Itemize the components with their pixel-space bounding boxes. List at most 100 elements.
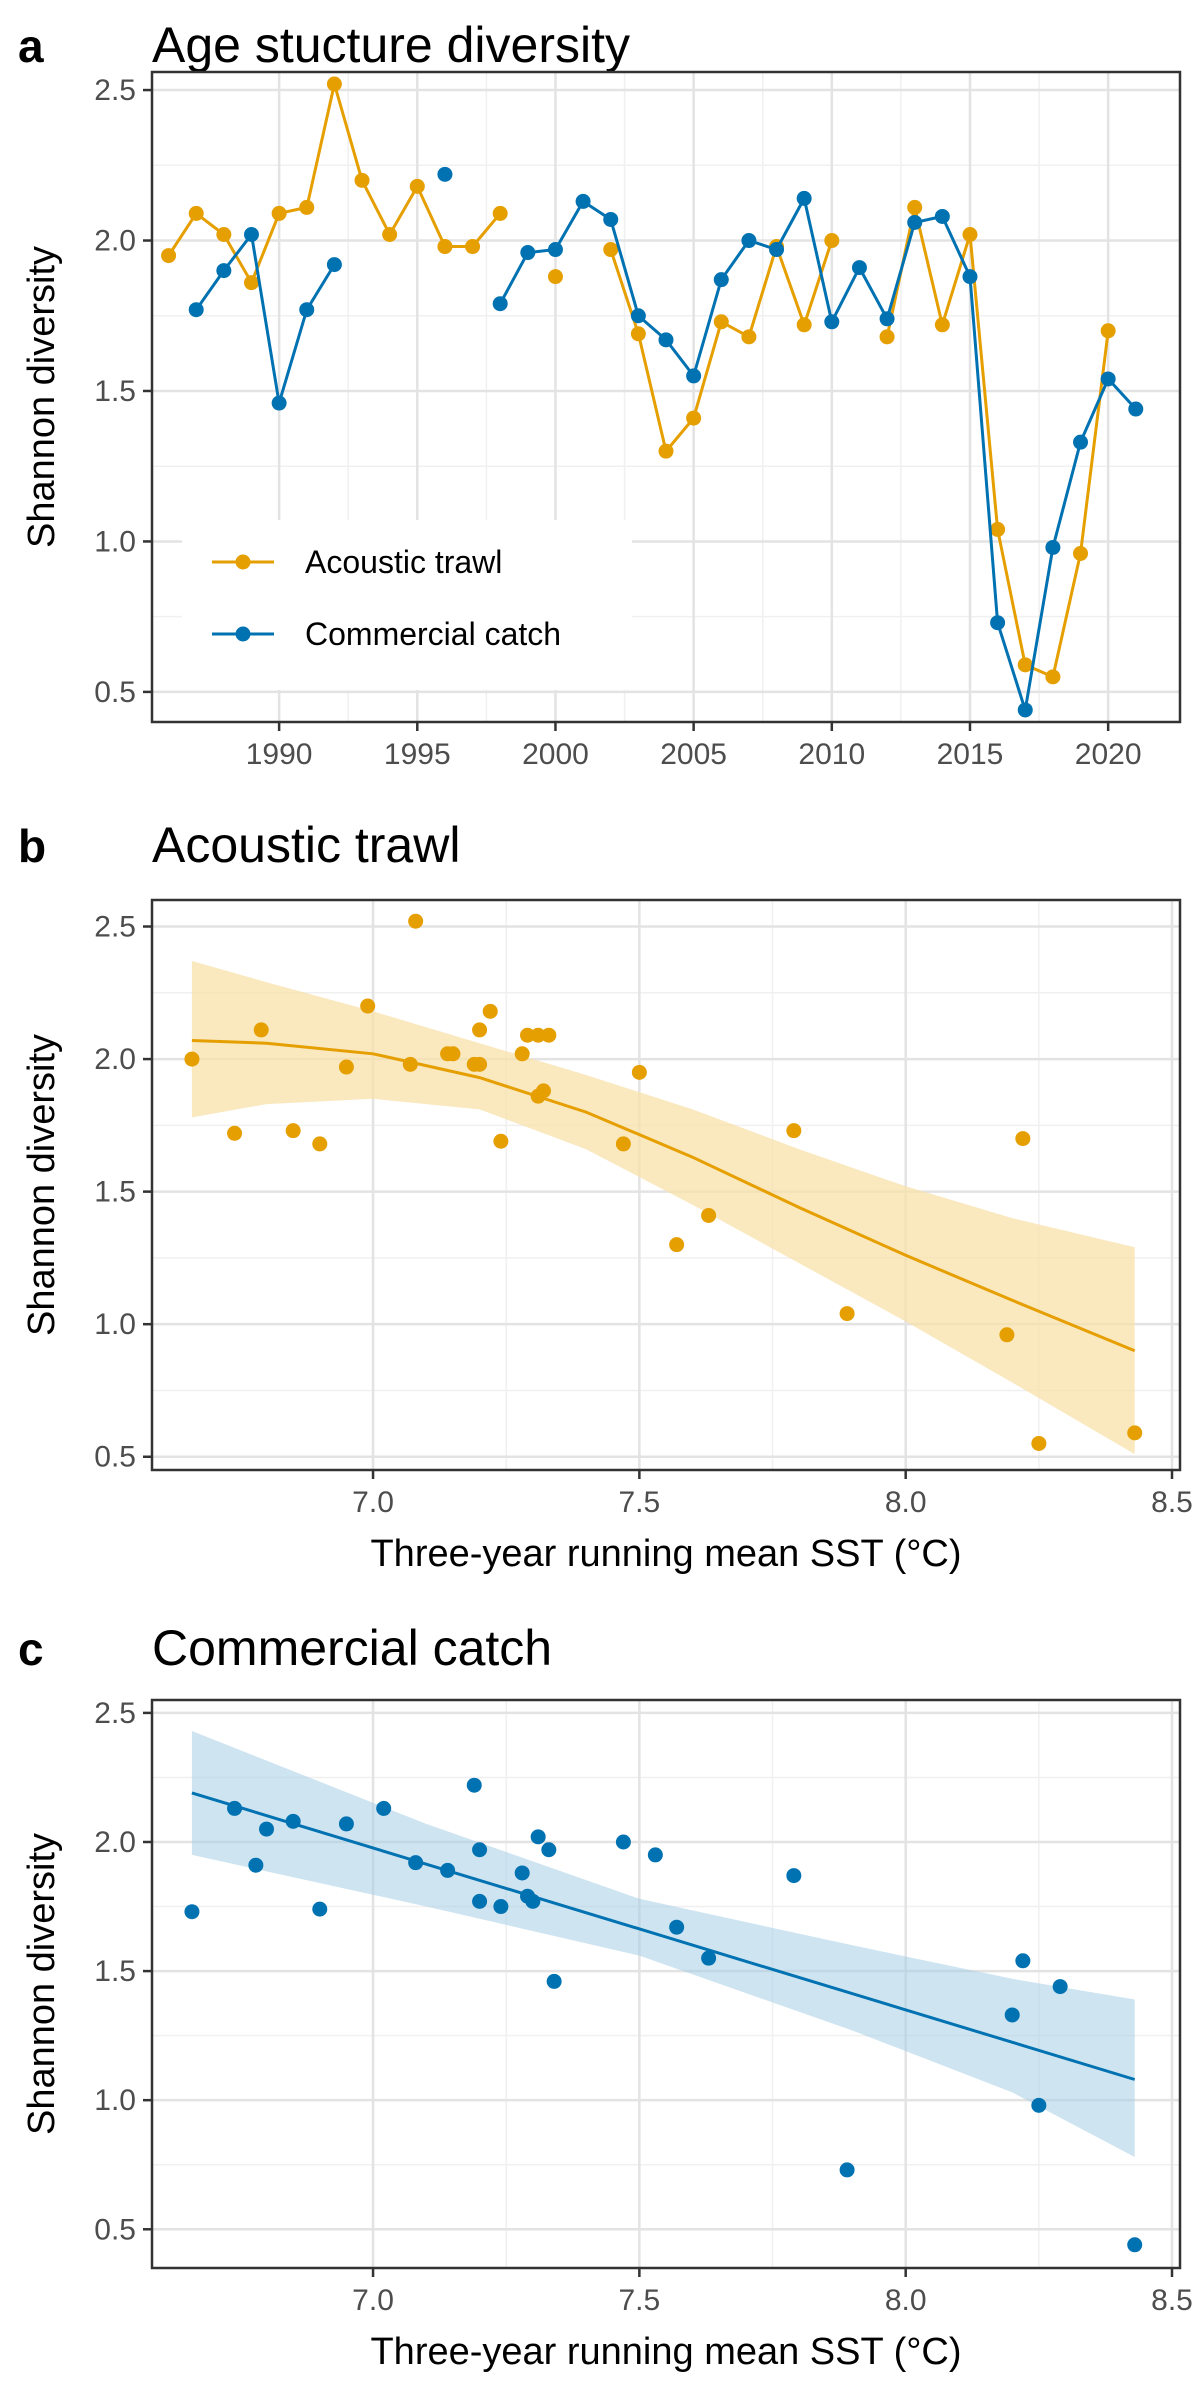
data-point <box>962 269 978 285</box>
data-point <box>1004 2007 1020 2023</box>
data-point <box>440 1862 456 1878</box>
data-point <box>541 1027 557 1043</box>
panel-a: a Age stucture diversity 0.5 1.0 1.5 2.0 2.5 19… <box>18 17 1182 771</box>
data-point <box>525 1893 541 1909</box>
x-tick-label: 8.5 <box>1151 2284 1193 2317</box>
y-tick-label: 2.5 <box>94 74 136 107</box>
x-tick-label: 7.0 <box>352 2284 394 2317</box>
data-point <box>934 317 950 333</box>
data-point <box>631 1064 647 1080</box>
data-point <box>285 1123 301 1139</box>
x-tick-label: 8.5 <box>1151 1486 1193 1519</box>
panel-letter: b <box>18 820 46 872</box>
y-tick-label: 0.5 <box>94 676 136 709</box>
data-point <box>161 248 177 264</box>
y-axis-title: Shannon diversity <box>21 246 63 548</box>
data-point <box>243 227 259 242</box>
data-point <box>243 275 259 291</box>
data-point <box>658 332 674 348</box>
panel-title: Acoustic trawl <box>152 817 460 873</box>
x-tick-label: 7.0 <box>352 1486 394 1519</box>
data-point <box>253 1022 269 1038</box>
data-point <box>493 1899 509 1915</box>
y-axis-title: Shannon diversity <box>21 1833 63 2135</box>
data-point <box>376 1800 392 1816</box>
y-axis: 0.5 1.0 1.5 2.0 2.5 <box>94 1697 152 2246</box>
data-point <box>216 263 232 279</box>
data-point <box>326 76 342 92</box>
data-point <box>1127 1425 1143 1441</box>
data-point <box>437 239 453 255</box>
data-point <box>472 1842 488 1858</box>
legend-box <box>182 520 632 690</box>
data-point <box>1073 434 1089 450</box>
legend-label: Acoustic trawl <box>305 544 502 580</box>
data-point <box>299 302 315 318</box>
data-point <box>1100 371 1116 387</box>
y-axis: 0.5 1.0 1.5 2.0 2.5 <box>94 911 152 1474</box>
data-point <box>1017 657 1033 673</box>
data-point <box>541 1842 557 1858</box>
data-point <box>907 199 923 215</box>
y-tick-label: 1.0 <box>94 2084 136 2117</box>
data-point <box>701 1950 717 1966</box>
data-point <box>851 260 867 276</box>
data-point <box>879 311 895 327</box>
legend-marker <box>235 626 251 642</box>
data-point <box>338 1059 354 1075</box>
data-point <box>741 329 757 345</box>
panel-letter: a <box>18 20 44 72</box>
data-point <box>259 1821 275 1837</box>
y-tick-label: 1.5 <box>94 1176 136 1209</box>
data-point <box>535 1083 551 1099</box>
data-point <box>312 1136 328 1152</box>
y-tick-label: 1.0 <box>94 1308 136 1341</box>
data-point <box>188 302 204 318</box>
y-tick-label: 0.5 <box>94 1441 136 1474</box>
major-grid <box>152 900 1180 1470</box>
data-point <box>472 1022 488 1038</box>
data-point <box>990 521 1006 537</box>
panel-c: c Commercial catch 0.5 1.0 1.5 2.0 2.5 7.0 7.5 8.… <box>18 1620 1193 2373</box>
data-point <box>547 242 563 258</box>
data-point <box>1015 1131 1031 1147</box>
data-point <box>465 239 481 255</box>
data-point <box>408 913 424 929</box>
data-point <box>184 1904 200 1920</box>
x-tick-label: 1990 <box>246 738 313 771</box>
data-point <box>990 615 1006 631</box>
y-tick-label: 2.5 <box>94 911 136 944</box>
y-tick-label: 2.0 <box>94 225 136 258</box>
panel-b: b Acoustic trawl 0.5 1.0 1.5 2.0 2.5 7.0 7.5 8.0 8… <box>18 817 1193 1575</box>
data-point <box>409 178 425 194</box>
data-point <box>839 2162 855 2178</box>
data-point <box>630 308 646 324</box>
data-point <box>824 233 840 249</box>
data-layer <box>161 76 1144 718</box>
data-point <box>1017 702 1033 718</box>
y-tick-label: 2.5 <box>94 1697 136 1730</box>
panel-border <box>150 898 1182 1472</box>
data-point <box>796 317 812 333</box>
data-point <box>514 1046 530 1062</box>
legend-item: Commercial catch <box>212 616 561 652</box>
data-point <box>615 1136 631 1152</box>
x-tick-label: 7.5 <box>619 1486 661 1519</box>
x-axis: 1990 1995 2000 2005 2010 2015 2020 <box>246 722 1142 771</box>
data-point <box>408 1855 424 1871</box>
x-axis-title: Three-year running mean SST (°C) <box>370 1533 961 1575</box>
data-point <box>271 395 287 411</box>
panel-title: Commercial catch <box>152 1620 552 1676</box>
panel-border <box>150 70 1182 724</box>
data-point <box>741 233 757 249</box>
data-point <box>312 1901 328 1917</box>
data-point <box>1128 401 1144 417</box>
x-tick-label: 2005 <box>660 738 727 771</box>
y-tick-label: 2.0 <box>94 1826 136 1859</box>
data-point <box>630 326 646 342</box>
data-point <box>271 205 287 221</box>
x-tick-label: 8.0 <box>885 2284 927 2317</box>
data-point <box>1015 1953 1031 1969</box>
fit-line <box>191 1791 1136 2081</box>
